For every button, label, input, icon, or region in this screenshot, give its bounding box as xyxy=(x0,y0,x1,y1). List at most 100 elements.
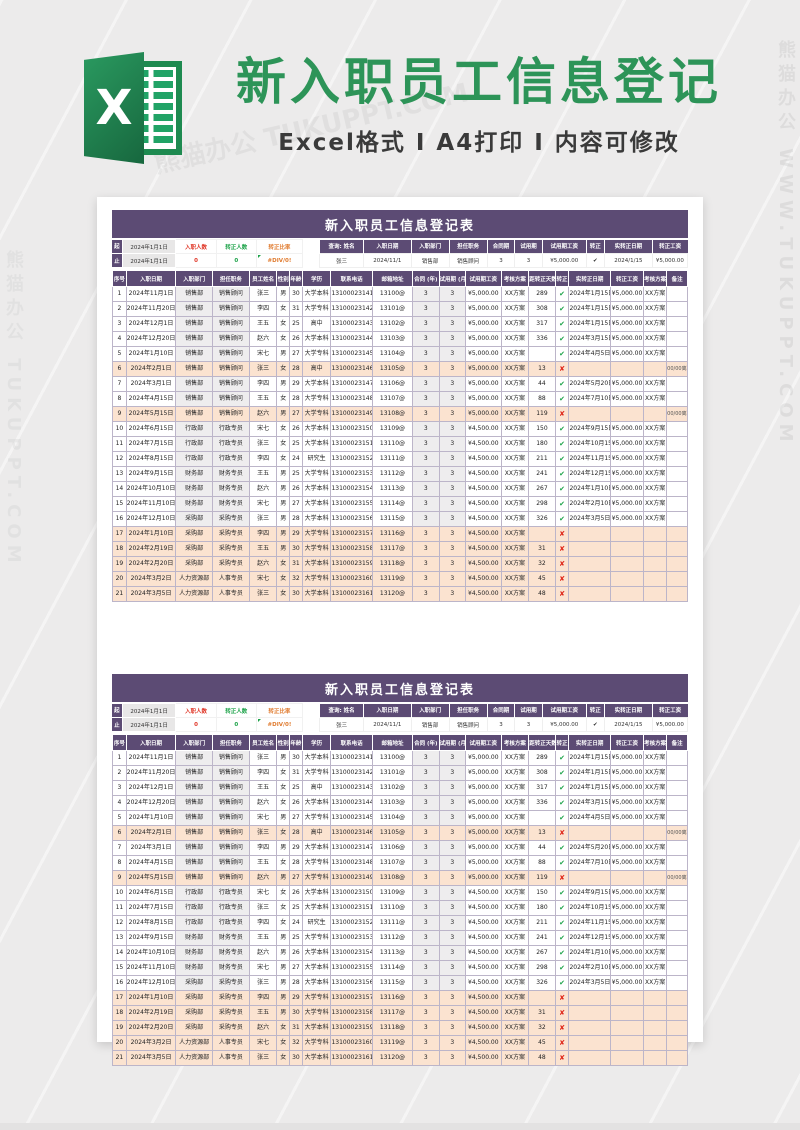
query-header: 试用期 xyxy=(514,703,543,718)
column-header: 入职日期 xyxy=(125,270,177,287)
table-cell: 男 xyxy=(276,376,291,392)
table-cell: 男 xyxy=(276,526,291,542)
table-cell: 27 xyxy=(289,496,303,512)
table-cell: ¥4,500.00 xyxy=(464,1035,502,1051)
table-cell: 26 xyxy=(289,795,303,811)
table-cell xyxy=(643,571,668,587)
table-cell: 13112@ xyxy=(371,930,414,946)
table-cell: 8 xyxy=(112,855,127,871)
table-cell: 3 xyxy=(412,421,440,437)
table-cell: 17 xyxy=(112,526,127,542)
table-cell: 3 xyxy=(438,526,466,542)
table-cell: 女 xyxy=(276,316,291,332)
table-cell: 3 xyxy=(438,301,466,317)
table-cell: ¥5,000.00 xyxy=(609,391,645,407)
excel-logo-cover: X xyxy=(84,52,144,164)
table-cell: XX方案 xyxy=(500,451,530,467)
table-cell xyxy=(666,1005,688,1021)
status-check-icon: ✔ xyxy=(554,376,570,392)
query-header: 入职部门 xyxy=(410,703,450,718)
table-cell: 采购部 xyxy=(175,511,214,527)
table-cell: 13100023156 xyxy=(330,511,373,527)
table-cell: 48 xyxy=(528,1050,556,1066)
table-cell: 采购专员 xyxy=(212,975,250,991)
table-cell: 李四 xyxy=(248,451,278,467)
table-cell: 326 xyxy=(528,975,556,991)
table-cell: 13100023145 xyxy=(330,810,373,826)
table-cell: 308 xyxy=(528,301,556,317)
table-row: 11 2024年7月15日 行政部 行政专员 张三女 25 大学本科 13100023151 1… xyxy=(112,436,688,452)
table-cell: XX方案 xyxy=(643,960,668,976)
table-cell: 13100023141 xyxy=(330,750,373,766)
table-cell: 大学本科 xyxy=(301,496,332,512)
table-cell: 25 xyxy=(289,780,303,796)
table-cell: 大学专科 xyxy=(301,930,332,946)
table-cell: 298 xyxy=(528,496,556,512)
table-cell: 大学专科 xyxy=(301,571,332,587)
column-header: 性别 xyxy=(276,734,291,751)
table-cell: 13100023161 xyxy=(330,1050,373,1066)
table-cell: 13100023146 xyxy=(330,825,373,841)
table-cell: ¥5,000.00 xyxy=(609,795,645,811)
column-header: 试用期工资 xyxy=(464,734,502,751)
table-cell: 女 xyxy=(276,436,291,452)
query-header: 转正 xyxy=(585,703,605,718)
table-cell: 2024年7月10日 xyxy=(568,855,611,871)
table-cell: 25 xyxy=(289,466,303,482)
table-cell: 13110@ xyxy=(371,436,414,452)
table-cell: 2024年6月15日 xyxy=(125,885,177,901)
table-cell xyxy=(666,900,688,916)
table-cell: XX方案 xyxy=(500,1035,530,1051)
column-header: 序号 xyxy=(112,270,127,287)
table-cell: 3 xyxy=(438,810,466,826)
query-value: ¥5,000.00 xyxy=(541,253,587,268)
table-cell: 3 xyxy=(438,960,466,976)
table-cell xyxy=(568,406,611,422)
status-check-icon: ✔ xyxy=(554,840,570,856)
table-cell: 2024年5月20日 xyxy=(568,840,611,856)
table-cell: 16 xyxy=(112,975,127,991)
query-header: 试用期 xyxy=(514,239,543,254)
query-value: 张三 xyxy=(319,253,364,268)
table-cell: 13115@ xyxy=(371,511,414,527)
table-cell: ¥4,500.00 xyxy=(464,1005,502,1021)
table-cell: 3 xyxy=(438,436,466,452)
table-cell: 13116@ xyxy=(371,990,414,1006)
table-cell: 31 xyxy=(289,301,303,317)
table-cell: 销售部 xyxy=(175,765,214,781)
table-cell: XX方案 xyxy=(643,301,668,317)
table-cell: 女 xyxy=(276,391,291,407)
table-cell xyxy=(666,945,688,961)
table-cell: 女 xyxy=(276,915,291,931)
table-cell: 宋七 xyxy=(248,810,278,826)
table-cell: 13100023151 xyxy=(330,436,373,452)
table-cell: 宋七 xyxy=(248,346,278,362)
table-cell xyxy=(666,331,688,347)
table-cell: 44 xyxy=(528,376,556,392)
table-cell: 3 xyxy=(412,975,440,991)
table-cell: XX方案 xyxy=(643,331,668,347)
table-row: 13 2024年9月15日 财务部 财务专员 王五男 25 大学专科 13100023153 1… xyxy=(112,466,688,482)
table-cell: 3 xyxy=(438,855,466,871)
table-cell: XX方案 xyxy=(500,855,530,871)
status-cross-icon: ✘ xyxy=(554,406,570,422)
query-value: 3 xyxy=(486,717,516,732)
table-row: 3 2024年12月1日 销售部 销售顾问 王五女 25 高中 13100023143 1310… xyxy=(112,316,688,332)
table-cell: 研究生 xyxy=(301,451,332,467)
table-cell: 19 xyxy=(112,1020,127,1036)
table-cell: 13109@ xyxy=(371,885,414,901)
table-cell: XX方案 xyxy=(500,960,530,976)
table-cell: 女 xyxy=(276,825,291,841)
query-header: 合同期 xyxy=(486,703,515,718)
table-cell: 采购专员 xyxy=(212,990,250,1006)
table-row: 21 2024年3月5日 人力资源部 人事专员 张三女 30 大学本科 13100023161… xyxy=(112,586,688,602)
status-check-icon: ✔ xyxy=(585,717,606,732)
table-cell xyxy=(666,286,688,302)
table-cell: 行政部 xyxy=(175,900,214,916)
table-row: 19 2024年2月20日 采购部 采购专员 赵六女 31 大学本科 13100023159 1… xyxy=(112,1020,688,1036)
table-cell xyxy=(666,990,688,1006)
table-cell: 2024年7月15日 xyxy=(125,900,177,916)
table-cell: 31 xyxy=(289,1020,303,1036)
table-cell xyxy=(609,990,645,1006)
table-cell: 2024年2月19日 xyxy=(125,1005,177,1021)
